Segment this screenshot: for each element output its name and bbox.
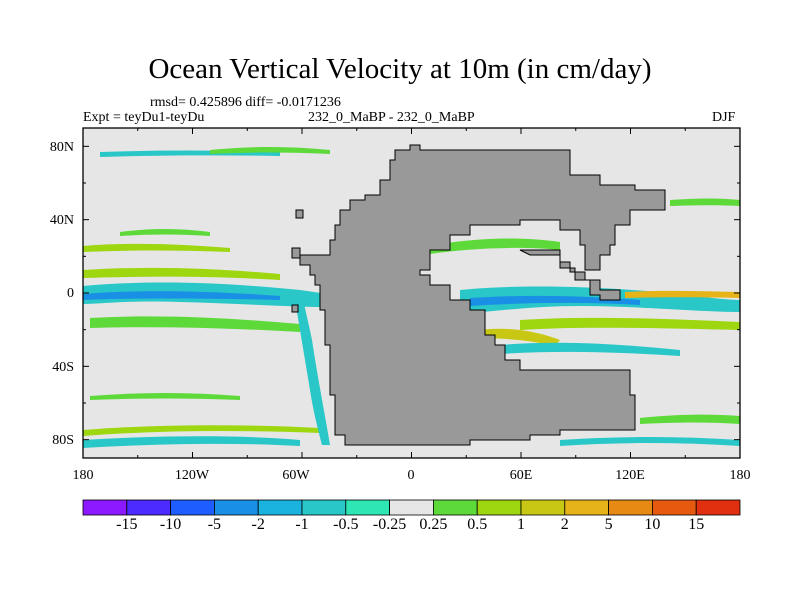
colorbar-label: 15 <box>688 516 705 533</box>
contour-green <box>430 238 560 254</box>
colorbar-swatch <box>695 499 741 516</box>
lon-tick-label: 60W <box>282 468 310 483</box>
colorbar-swatch <box>608 499 653 516</box>
lon-tick-label: 120W <box>174 468 210 483</box>
colorbar-label: 0.25 <box>419 516 448 533</box>
colorbar-swatch <box>432 499 478 516</box>
stats-text: rmsd= 0.425896 diff= -0.0171236 <box>150 95 341 110</box>
continent-main <box>299 144 666 446</box>
contour-green <box>670 198 740 206</box>
colorbar-label: 0.5 <box>467 516 488 533</box>
colorbar-label: -1 <box>295 516 309 533</box>
colorbar-swatch <box>345 499 390 516</box>
plot-title: Ocean Vertical Velocity at 10m (in cm/da… <box>148 53 652 85</box>
colorbar <box>82 499 741 516</box>
contour-green <box>640 414 740 424</box>
colorbar-swatch <box>301 499 347 516</box>
contour-blue <box>470 295 640 306</box>
colorbar-swatch <box>389 499 434 516</box>
colorbar-label: -5 <box>207 516 222 533</box>
colorbar-label: -0.5 <box>333 516 359 533</box>
landmass-east <box>519 249 621 301</box>
island-north <box>295 209 304 219</box>
season-label: DJF <box>712 110 736 125</box>
colorbar-label: -2 <box>251 516 265 533</box>
colorbar-label: -0.25 <box>372 516 407 533</box>
colorbar-swatch <box>126 499 172 516</box>
colorbar-swatch <box>652 499 697 516</box>
colorbar-swatch <box>257 499 303 516</box>
contour-green <box>480 328 560 346</box>
island-equatorial <box>291 304 299 313</box>
lon-tick-label: 180 <box>72 468 94 483</box>
colorbar-label: 2 <box>560 516 569 533</box>
lon-tick-label: 180 <box>729 468 751 483</box>
lat-tick-label: 80S <box>52 433 74 448</box>
lat-tick-label: 0 <box>67 286 74 301</box>
contour-cyan <box>295 298 330 445</box>
axis-ticks <box>82 128 741 458</box>
contour-green <box>120 229 210 236</box>
velocity-field <box>83 144 740 448</box>
contour-green <box>83 243 230 252</box>
contour-cyan <box>83 436 300 448</box>
contour-blue <box>83 291 280 300</box>
contour-orange <box>625 290 740 298</box>
colorbar-swatch <box>213 499 259 516</box>
colorbar-swatch <box>82 499 128 516</box>
colorbar-swatch <box>170 499 215 516</box>
island-west-coast <box>291 247 301 259</box>
colorbar-swatch <box>520 499 566 516</box>
colorbar-label: -15 <box>116 516 138 533</box>
experiment-label: Expt = teyDu1-teyDu <box>83 110 205 125</box>
lat-tick-label: 80N <box>49 140 74 155</box>
contour-green <box>83 425 320 436</box>
colorbar-label: 1 <box>517 516 525 533</box>
case-label: 232_0_MaBP - 232_0_MaBP <box>308 110 475 125</box>
colorbar-label: -10 <box>159 516 182 533</box>
lon-tick-label: 120E <box>615 468 645 483</box>
contour-green <box>90 316 300 332</box>
colorbar-swatch <box>476 499 522 516</box>
lon-tick-label: 60E <box>509 468 533 483</box>
contour-green <box>83 267 280 280</box>
lon-tick-label: 0 <box>407 468 415 483</box>
contour-green <box>90 393 240 400</box>
contour-cyan <box>500 342 680 356</box>
lat-tick-label: 40N <box>49 213 74 228</box>
contour-green <box>210 147 330 154</box>
colorbar-swatch <box>564 499 609 516</box>
contour-cyan <box>560 437 740 446</box>
contour-green <box>520 317 740 330</box>
colorbar-label: 10 <box>644 516 661 533</box>
colorbar-label: 5 <box>604 516 613 533</box>
lat-tick-label: 40S <box>52 360 74 375</box>
